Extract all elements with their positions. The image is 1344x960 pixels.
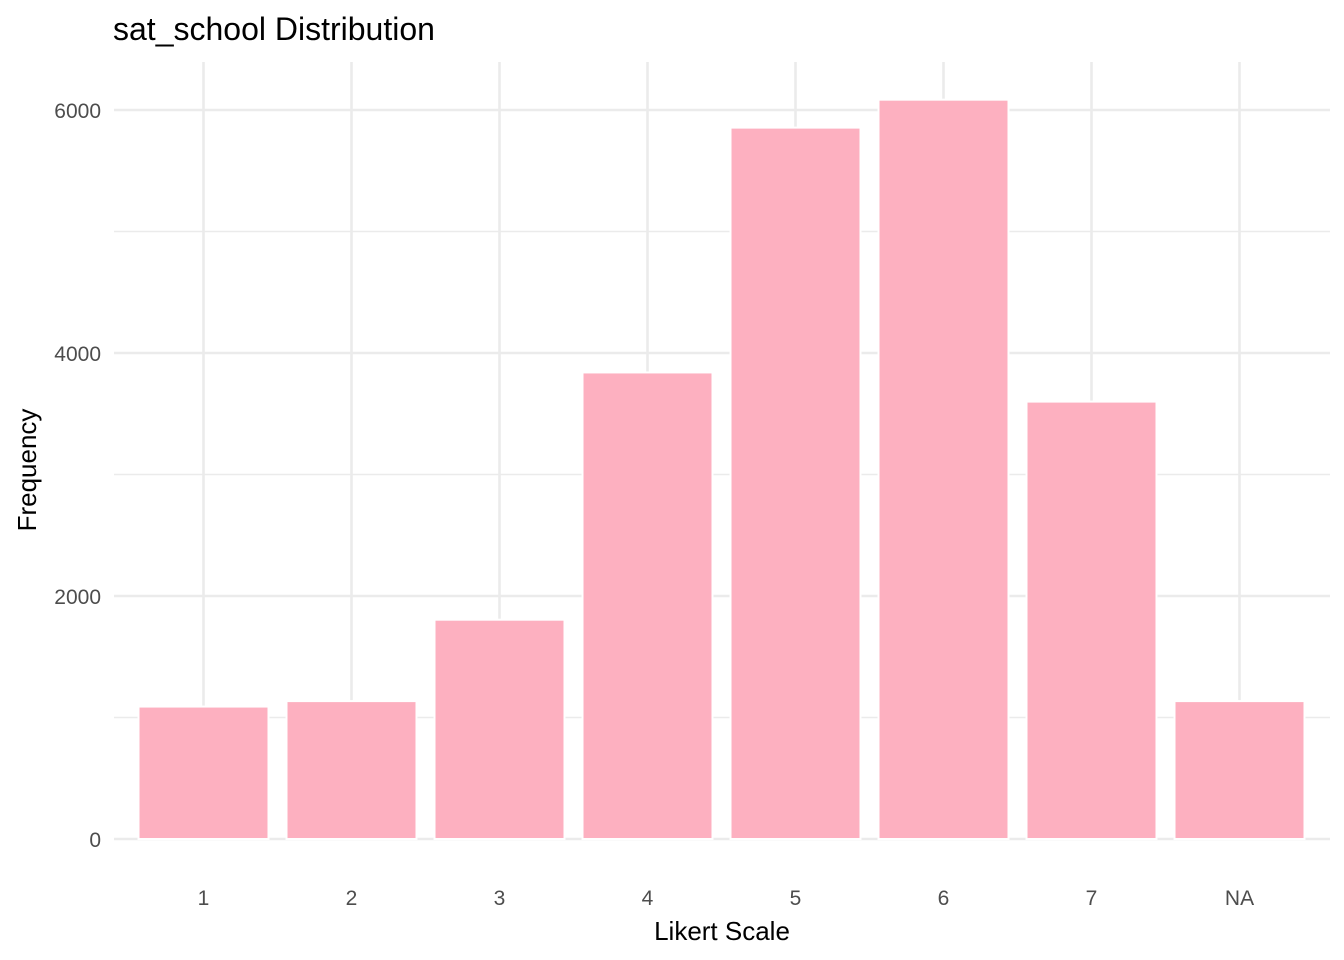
x-tick-labels: 1 2 3 4 5 6 7 NA xyxy=(198,887,1254,910)
bar-4 xyxy=(581,371,714,840)
bars-layer xyxy=(137,98,1306,841)
x-tick-label: 3 xyxy=(494,887,506,910)
x-tick-label: 1 xyxy=(198,887,210,910)
x-tick-label: NA xyxy=(1225,887,1254,910)
x-tick-label: 4 xyxy=(642,887,654,910)
bar-na xyxy=(1173,700,1306,840)
y-tick-label: 4000 xyxy=(54,343,101,366)
bar-1 xyxy=(137,705,270,840)
x-tick-label: 5 xyxy=(790,887,802,910)
bar-5 xyxy=(729,126,862,841)
x-axis-title: Likert Scale xyxy=(654,916,790,946)
x-tick-label: 6 xyxy=(938,887,950,910)
bar-3 xyxy=(433,618,566,840)
y-tick-label: 6000 xyxy=(54,100,101,123)
y-tick-label: 2000 xyxy=(54,586,101,609)
y-axis-title: Frequency xyxy=(12,409,42,532)
x-tick-label: 7 xyxy=(1086,887,1098,910)
y-tick-label: 0 xyxy=(89,829,101,852)
bar-2 xyxy=(285,700,418,840)
x-tick-label: 2 xyxy=(346,887,358,910)
y-tick-labels: 0 2000 4000 6000 xyxy=(54,100,101,852)
bar-6 xyxy=(877,98,1010,841)
chart-title: sat_school Distribution xyxy=(113,11,435,47)
bar-7 xyxy=(1025,400,1158,840)
